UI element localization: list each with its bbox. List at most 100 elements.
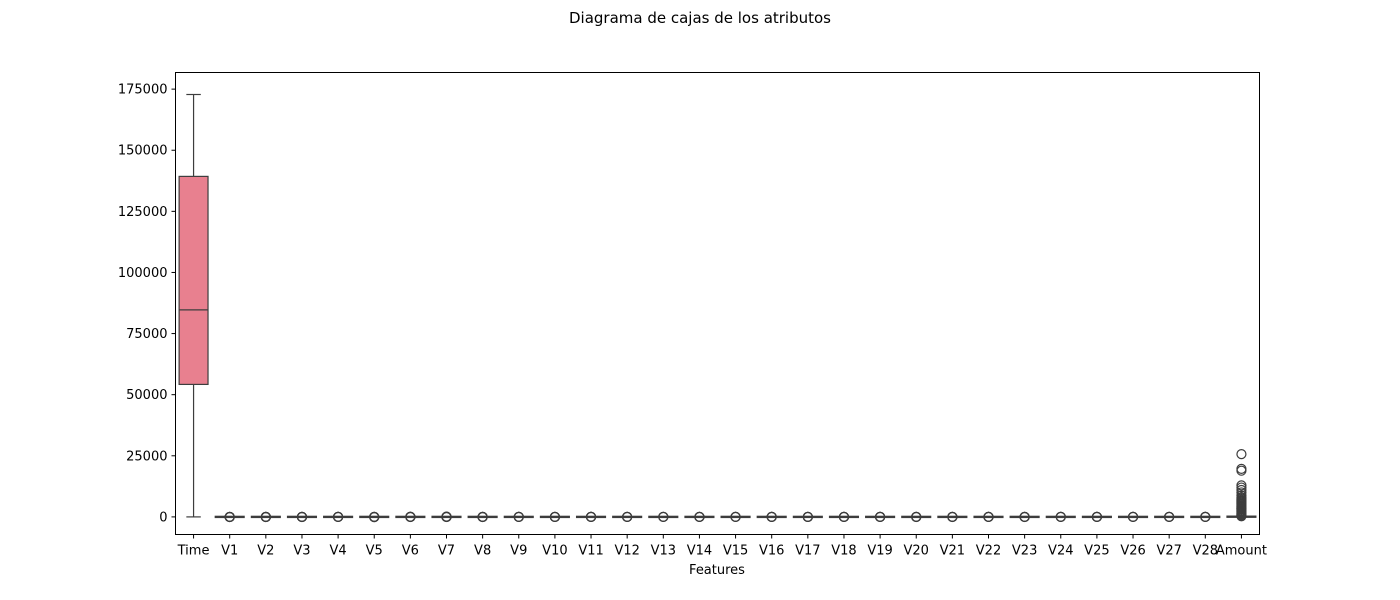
outlier-V9-3	[513, 511, 524, 522]
box-V14	[684, 511, 715, 523]
outlier-V16-3	[766, 511, 777, 522]
outlier-Amount-27	[1236, 480, 1247, 491]
x-tick-label-V13: V13	[651, 544, 676, 559]
x-tick-label-V6: V6	[402, 544, 419, 559]
outlier-V17-3	[802, 511, 813, 522]
box-V8	[467, 511, 498, 523]
outlier-V12-3	[622, 511, 633, 522]
outlier-V13-2	[658, 511, 669, 522]
box-V11	[575, 511, 607, 523]
box-V22	[973, 511, 1004, 523]
outlier-V18-3	[838, 511, 850, 522]
box-V21	[937, 511, 968, 523]
box-Amount	[1226, 448, 1257, 522]
x-tick-label-V25: V25	[1084, 544, 1109, 559]
x-tick-label-V19: V19	[867, 544, 892, 559]
y-tick-label-4: 100000	[118, 266, 168, 281]
x-axis: Time V1 V2 V3 V4 V5 V6 V7 V8 V9 V10 V11 V12 V13 V14 V15…	[177, 534, 1267, 559]
x-tick-label-V15: V15	[723, 544, 748, 559]
x-tick-label-V7: V7	[438, 544, 455, 559]
x-tick-label-V24: V24	[1048, 544, 1073, 559]
outlier-Amount-29	[1236, 463, 1247, 474]
x-tick-label-V5: V5	[366, 544, 383, 559]
y-tick-label-3: 75000	[126, 327, 167, 342]
box-V26	[1117, 511, 1149, 523]
x-tick-label-Time: Time	[177, 544, 210, 559]
box-V15	[720, 511, 751, 523]
outlier-Amount-23	[1236, 490, 1247, 501]
boxes-layer	[178, 93, 1257, 523]
x-tick-label-V11: V11	[578, 544, 603, 559]
box-V6	[395, 511, 426, 523]
box-V10	[539, 511, 570, 523]
x-tick-label-V10: V10	[542, 544, 567, 559]
box-V24	[1045, 511, 1076, 523]
x-tick-label-V27: V27	[1156, 544, 1181, 559]
outlier-V6-4	[405, 511, 416, 522]
x-tick-label-V21: V21	[940, 544, 965, 559]
box-V1	[214, 511, 245, 523]
outlier-Amount-30	[1236, 448, 1247, 460]
box-V4	[323, 511, 354, 523]
box-V18	[828, 511, 860, 523]
outlier-V4-3	[333, 511, 344, 522]
outlier-V28-3	[1200, 511, 1211, 522]
box-V19	[865, 511, 896, 523]
box-rect-Time	[178, 175, 209, 386]
y-tick-label-1: 25000	[126, 449, 167, 464]
x-tick-label-V20: V20	[904, 544, 929, 559]
y-tick-label-5: 125000	[118, 205, 168, 220]
box-V12	[612, 511, 643, 523]
x-tick-label-V8: V8	[474, 544, 491, 559]
box-V23	[1009, 511, 1040, 523]
x-tick-label-V4: V4	[330, 544, 347, 559]
outlier-V2-5	[260, 511, 271, 522]
x-tick-label-V14: V14	[687, 544, 712, 559]
outlier-V7-4	[441, 511, 452, 522]
outlier-V10-3	[549, 511, 561, 522]
outlier-V8-4	[477, 511, 488, 522]
outlier-V3-4	[296, 511, 308, 522]
x-tick-label-V9: V9	[510, 544, 527, 559]
x-tick-label-V16: V16	[759, 544, 784, 559]
box-V13	[648, 511, 679, 523]
x-axis-label: Features	[689, 563, 745, 578]
outlier-Amount-24	[1236, 487, 1247, 498]
box-V7	[431, 511, 462, 523]
box-V28	[1190, 511, 1221, 523]
outlier-V19-3	[874, 511, 886, 522]
x-tick-label-V22: V22	[976, 544, 1001, 559]
y-tick-label-7: 175000	[118, 83, 168, 98]
outlier-V15-2	[730, 511, 741, 522]
x-tick-label-V1: V1	[221, 544, 238, 559]
outlier-Amount-25	[1236, 484, 1247, 496]
outlier-V27-3	[1164, 511, 1175, 522]
x-tick-label-Amount: Amount	[1216, 544, 1267, 559]
y-axis: 0 25000 50000 75000 100000 125000 150000 175000	[118, 83, 176, 525]
box-V5	[359, 511, 390, 523]
outlier-V1-5	[224, 511, 235, 522]
outlier-V21-3	[947, 511, 958, 522]
outlier-V11-3	[585, 511, 597, 522]
box-V20	[901, 511, 932, 523]
x-tick-label-V23: V23	[1012, 544, 1037, 559]
y-tick-label-2: 50000	[126, 388, 167, 403]
y-tick-label-6: 150000	[118, 144, 168, 159]
box-V27	[1154, 511, 1185, 523]
box-V17	[792, 511, 823, 523]
outlier-V24-2	[1055, 511, 1066, 522]
x-tick-label-V28: V28	[1193, 544, 1218, 559]
box-V3	[286, 511, 318, 523]
x-tick-label-V2: V2	[257, 544, 274, 559]
x-tick-label-V17: V17	[795, 544, 820, 559]
x-tick-label-V12: V12	[614, 544, 639, 559]
outlier-V26-2	[1127, 511, 1139, 522]
box-V16	[756, 511, 787, 523]
y-tick-label-0: 0	[159, 510, 167, 525]
outlier-V14-3	[694, 511, 705, 522]
outlier-V20-3	[911, 511, 922, 522]
box-V25	[1081, 511, 1112, 523]
x-tick-label-V18: V18	[831, 544, 856, 559]
outlier-V5-4	[369, 511, 380, 522]
